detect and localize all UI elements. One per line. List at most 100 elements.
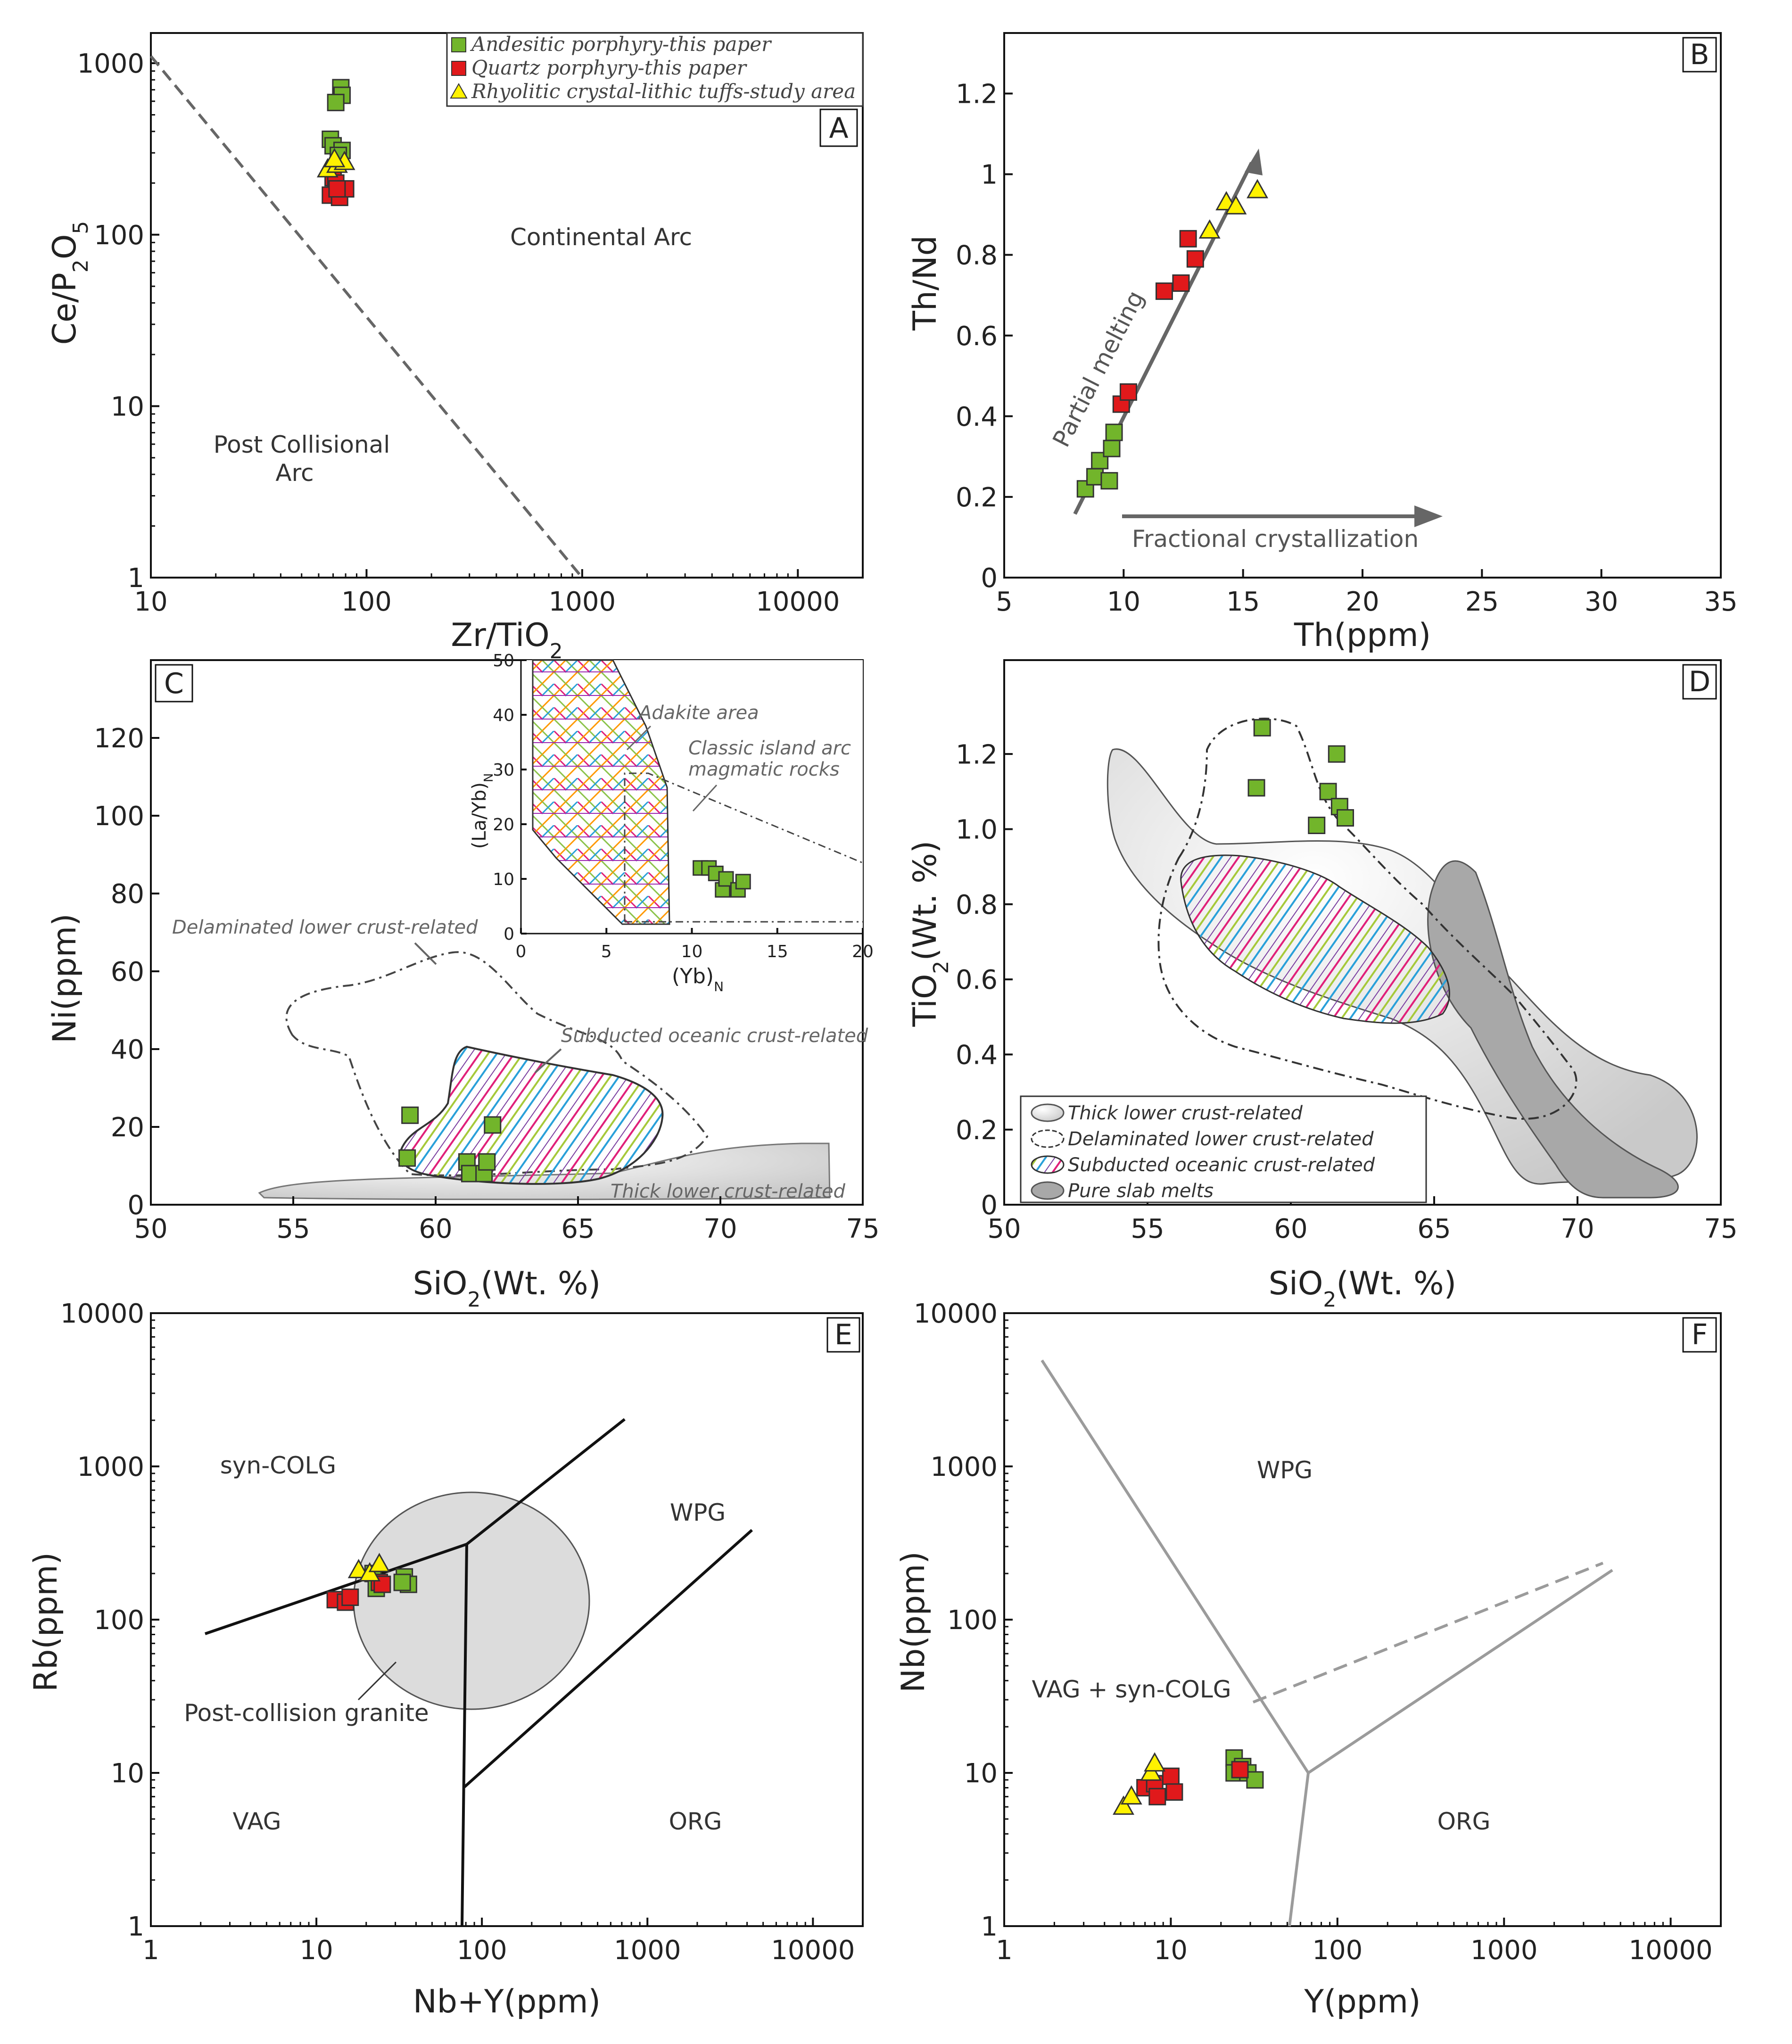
inset-points xyxy=(693,860,751,898)
island-arc-pointer xyxy=(692,784,718,812)
quartz-point xyxy=(1231,1761,1249,1779)
panel-e-y-label: Rb(ppm) xyxy=(27,1552,65,1692)
panel-c-y-label: Ni(ppm) xyxy=(46,913,83,1043)
y-tick-label: 120 xyxy=(94,723,144,754)
panel-e-ticks: 1 10 100 1000 10000 1 10 100 1000 10000 xyxy=(60,1299,864,1966)
panel-a-frame xyxy=(150,32,864,579)
y-tick-label: 1 xyxy=(981,1912,998,1942)
fractional-crystallization-label: Fractional crystallization xyxy=(1132,525,1419,553)
panel-e-x-label: Nb+Y(ppm) xyxy=(413,1983,601,2020)
x-tick-label: 1 xyxy=(142,1935,159,1966)
panel-b-x-label: Th(ppm) xyxy=(1294,617,1431,654)
panel-e-boundaries xyxy=(205,1418,753,1927)
y-tick-label: 20 xyxy=(493,815,514,835)
legend-rhyolitic-marker xyxy=(450,83,468,99)
x-tick-label: 15 xyxy=(767,942,788,961)
andesitic-point xyxy=(398,1149,416,1167)
x-tick-label: 100 xyxy=(457,1935,507,1966)
y-tick-label: 1.0 xyxy=(956,815,998,845)
rhyolitic-point xyxy=(347,1559,370,1579)
region-vag: VAG xyxy=(232,1808,281,1835)
y-tick-label: 50 xyxy=(493,651,514,670)
quartz-point xyxy=(1179,230,1197,248)
x-tick-label: 5 xyxy=(996,587,1013,617)
rhyolitic-point xyxy=(323,148,346,167)
x-tick-label: 5 xyxy=(601,942,612,961)
x-tick-label: 30 xyxy=(1585,587,1618,617)
andesitic-point xyxy=(1086,468,1104,486)
panel-d-points xyxy=(1247,719,1354,834)
quartz-point xyxy=(1165,1783,1183,1801)
boundary-wpg-vag xyxy=(1041,1359,1310,1774)
panel-f-points xyxy=(1113,1749,1264,1815)
panel-f-frame xyxy=(1003,1312,1722,1927)
y-tick-label: 0.4 xyxy=(956,1040,998,1071)
thick-lower-crust-annotation: Thick lower crust-related xyxy=(611,1181,846,1202)
delaminated-pointer xyxy=(414,942,437,965)
boundary-vag-org xyxy=(1288,1772,1310,1927)
y-tick-label: 10000 xyxy=(914,1299,998,1329)
legend-d-thick-marker xyxy=(1031,1103,1065,1122)
y-tick-label: 1 xyxy=(127,563,144,594)
x-tick-label: 10 xyxy=(1154,1935,1188,1966)
x-tick-label: 60 xyxy=(419,1214,452,1244)
region-vag-syncolg: VAG + syn-COLG xyxy=(1032,1676,1231,1703)
panel-f-letter-box xyxy=(1682,1317,1717,1353)
quartz-point xyxy=(1148,1787,1166,1805)
legend-andesitic-label: Andesitic porphyry-this paper xyxy=(470,33,772,56)
legend-quartz-marker xyxy=(451,61,466,76)
quartz-point xyxy=(1155,282,1173,300)
panel-d-letter: D xyxy=(1689,665,1710,698)
panel-a-letter: A xyxy=(829,112,848,145)
legend-rhyolitic-label: Rhyolitic crystal-lithic tuffs-study are… xyxy=(471,80,856,103)
x-tick-label: 1000 xyxy=(614,1935,681,1966)
panel-b-frame xyxy=(1003,32,1722,579)
fractional-crystallization-arrowhead xyxy=(1414,505,1443,527)
panel-a-letter-box xyxy=(819,108,858,147)
quartz-point xyxy=(1172,274,1190,292)
panel-b-letter-box xyxy=(1682,37,1717,73)
quartz-point xyxy=(1119,383,1137,401)
y-tick-label: 10 xyxy=(964,1758,998,1789)
post-collision-granite-label: Post-collision granite xyxy=(184,1699,429,1727)
legend-d-slab-label: Pure slab melts xyxy=(1068,1180,1214,1202)
panel-c-letter-box xyxy=(155,664,193,703)
x-tick-label: 10 xyxy=(299,1935,333,1966)
y-tick-label: 0.8 xyxy=(956,890,998,920)
panel-f-x-label: Y(ppm) xyxy=(1304,1983,1420,2020)
panel-d-y-label: TiO2(Wt. %) xyxy=(907,841,953,1027)
island-arc-boundary xyxy=(624,772,863,922)
panel-c-points xyxy=(398,1106,502,1183)
andesitic-point xyxy=(1105,423,1123,441)
quartz-point xyxy=(328,180,346,198)
y-tick-label: 1 xyxy=(127,1912,144,1942)
legend-d-delam-marker xyxy=(1031,1129,1065,1148)
region-continental-arc: Continental Arc xyxy=(510,223,692,251)
panel-f: 1 10 100 1000 10000 1 10 100 1000 10000 WPG VAG +… xyxy=(895,1299,1722,2020)
y-tick-label: 20 xyxy=(111,1112,144,1143)
x-tick-label: 70 xyxy=(703,1214,737,1244)
x-tick-label: 100 xyxy=(341,587,392,617)
partial-melting-arrowhead xyxy=(1245,149,1263,175)
y-tick-label: 1000 xyxy=(77,1452,144,1482)
adakite-field xyxy=(532,659,670,925)
y-tick-label: 1.2 xyxy=(956,739,998,770)
panel-f-letter: F xyxy=(1692,1318,1708,1351)
y-tick-label: 0.6 xyxy=(956,321,998,352)
x-tick-label: 50 xyxy=(134,1214,167,1244)
delaminated-lower-crust-field-d xyxy=(1157,718,1577,1120)
x-tick-label: 0 xyxy=(516,942,527,961)
island-arc-annotation-line1: Classic island arc xyxy=(688,737,851,759)
y-tick-label: 0.8 xyxy=(956,240,998,271)
panel-b-ticks: 5 10 15 20 25 30 35 0 0.2 0.4 0.6 0.8 1 1.2 xyxy=(956,79,1738,617)
adakite-pointer xyxy=(626,725,652,751)
y-tick-label: 100 xyxy=(94,801,144,832)
region-wpg: WPG xyxy=(670,1499,726,1526)
delaminated-annotation: Delaminated lower crust-related xyxy=(172,917,478,938)
post-collision-pointer xyxy=(357,1661,397,1701)
x-tick-label: 1000 xyxy=(1470,1935,1538,1966)
andesitic-point xyxy=(1246,1771,1264,1789)
